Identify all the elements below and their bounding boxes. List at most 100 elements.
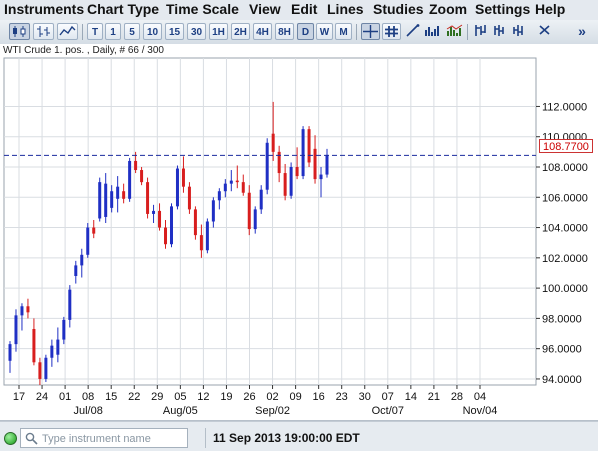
instrument-search-input[interactable] [40,430,186,448]
menu-edit[interactable]: Edit [291,1,318,17]
y-tick-label: 112.0000 [542,101,587,113]
timeframe-1m-button[interactable]: 1 [105,23,121,40]
connection-status-icon [4,432,17,445]
candle-body [217,191,221,201]
menu-chart-type[interactable]: Chart Type [87,1,160,17]
menu-zoom[interactable]: Zoom [429,1,468,17]
scroll-forward-icon[interactable] [510,23,527,40]
candle-body [44,357,48,379]
candle-body [181,168,185,187]
x-tick-label: 21 [428,391,440,403]
candle-body [205,221,209,251]
scroll-back-icon[interactable] [491,23,508,40]
candle-body [259,189,263,210]
studies-bars-icon[interactable] [445,23,464,40]
instrument-search-box[interactable] [20,428,188,448]
timeframe-monthly-button[interactable]: M [335,23,352,40]
timeframe-15m-button[interactable]: 15 [165,23,184,40]
candle-body [98,182,102,219]
candle-body [301,129,305,177]
candle-body [68,289,72,320]
candle-body [116,186,120,199]
candle-body [325,154,329,175]
crosshair-icon[interactable] [361,23,380,40]
volume-bars-icon[interactable] [423,23,440,40]
menu-settings[interactable]: Settings [475,1,531,17]
candle-body [104,183,108,217]
timeframe-daily-button[interactable]: D [297,23,314,40]
x-tick-label: 05 [174,391,186,403]
y-tick-label: 106.0000 [542,192,588,204]
ohlc-bar-chart-icon[interactable] [33,23,54,40]
x-period-label: Nov/04 [463,405,498,417]
timeframe-5m-button[interactable]: 5 [124,23,140,40]
x-tick-label: 16 [313,391,325,403]
timeframe-1h-button[interactable]: 1H [209,23,228,40]
status-bar: 11 Sep 2013 19:00:00 EDT [0,421,598,451]
chart-title: WTI Crude 1. pos. , Daily, # 66 / 300 [3,45,164,56]
x-tick-label: 12 [197,391,209,403]
menu-studies[interactable]: Studies [373,1,424,17]
timeframe-2h-button[interactable]: 2H [231,23,250,40]
candle-body [74,265,78,276]
grid-toggle-icon[interactable] [382,23,401,40]
menu-instruments[interactable]: Instruments [4,1,85,17]
x-tick-label: 23 [336,391,348,403]
y-tick-label: 102.0000 [542,253,588,265]
current-price-label: 108.7700 [539,139,593,153]
y-tick-label: 94.0000 [542,374,582,386]
candle-body [229,180,233,184]
menu-time-scale[interactable]: Time Scale [166,1,239,17]
candle-body [122,191,126,199]
candle-body [265,142,269,190]
candle-body [20,306,24,316]
candle-body [199,235,203,251]
x-tick-label: 28 [451,391,463,403]
candle-body [295,167,299,177]
x-period-label: Aug/05 [163,405,198,417]
candle-body [253,209,257,230]
scroll-first-icon[interactable] [472,23,489,40]
timeframe-30m-button[interactable]: 30 [187,23,206,40]
candle-body [140,170,144,183]
timeframe-8h-button[interactable]: 8H [275,23,294,40]
line-chart-icon[interactable] [57,23,78,40]
candle-body [313,148,317,180]
x-tick-label: 19 [220,391,232,403]
search-icon [25,432,38,445]
x-tick-label: 29 [151,391,163,403]
candle-body [146,182,150,214]
x-tick-label: 26 [243,391,255,403]
x-tick-label: 09 [289,391,301,403]
timeframe-10m-button[interactable]: 10 [143,23,162,40]
x-tick-label: 01 [59,391,71,403]
candle-body [56,339,60,355]
candle-body [26,306,30,313]
candle-body [169,206,173,245]
candlestick-chart[interactable]: 17 24 01 08 15 22 29 05 12 19 26 02 09 16 23 30 07 14 21 28… [0,44,598,420]
candle-body [86,227,90,255]
x-tick-label: 17 [13,391,25,403]
candle-body [235,180,239,183]
x-period-label: Oct/07 [372,405,404,417]
candle-body [193,209,197,236]
draw-line-icon[interactable] [404,23,421,40]
menu-help[interactable]: Help [535,1,566,17]
candle-body [50,345,54,358]
candlestick-chart-icon[interactable] [9,23,30,40]
menu-view[interactable]: View [249,1,281,17]
toolbar: T 1 5 10 15 30 1H 2H 4H 8H D W M » [0,20,598,45]
toolbar-overflow-button[interactable]: » [578,23,586,39]
x-tick-label: 04 [474,391,486,403]
remove-studies-icon[interactable] [535,23,554,40]
timeframe-4h-button[interactable]: 4H [253,23,272,40]
x-tick-label: 14 [405,391,417,403]
timeframe-weekly-button[interactable]: W [316,23,333,40]
menu-lines[interactable]: Lines [327,1,364,17]
chart-panel[interactable]: WTI Crude 1. pos. , Daily, # 66 / 300 17… [0,44,598,421]
candle-body [283,173,287,196]
timeframe-tick-button[interactable]: T [87,23,103,40]
candle-body [62,319,66,340]
x-tick-label: 07 [382,391,394,403]
x-tick-label: 30 [359,391,371,403]
